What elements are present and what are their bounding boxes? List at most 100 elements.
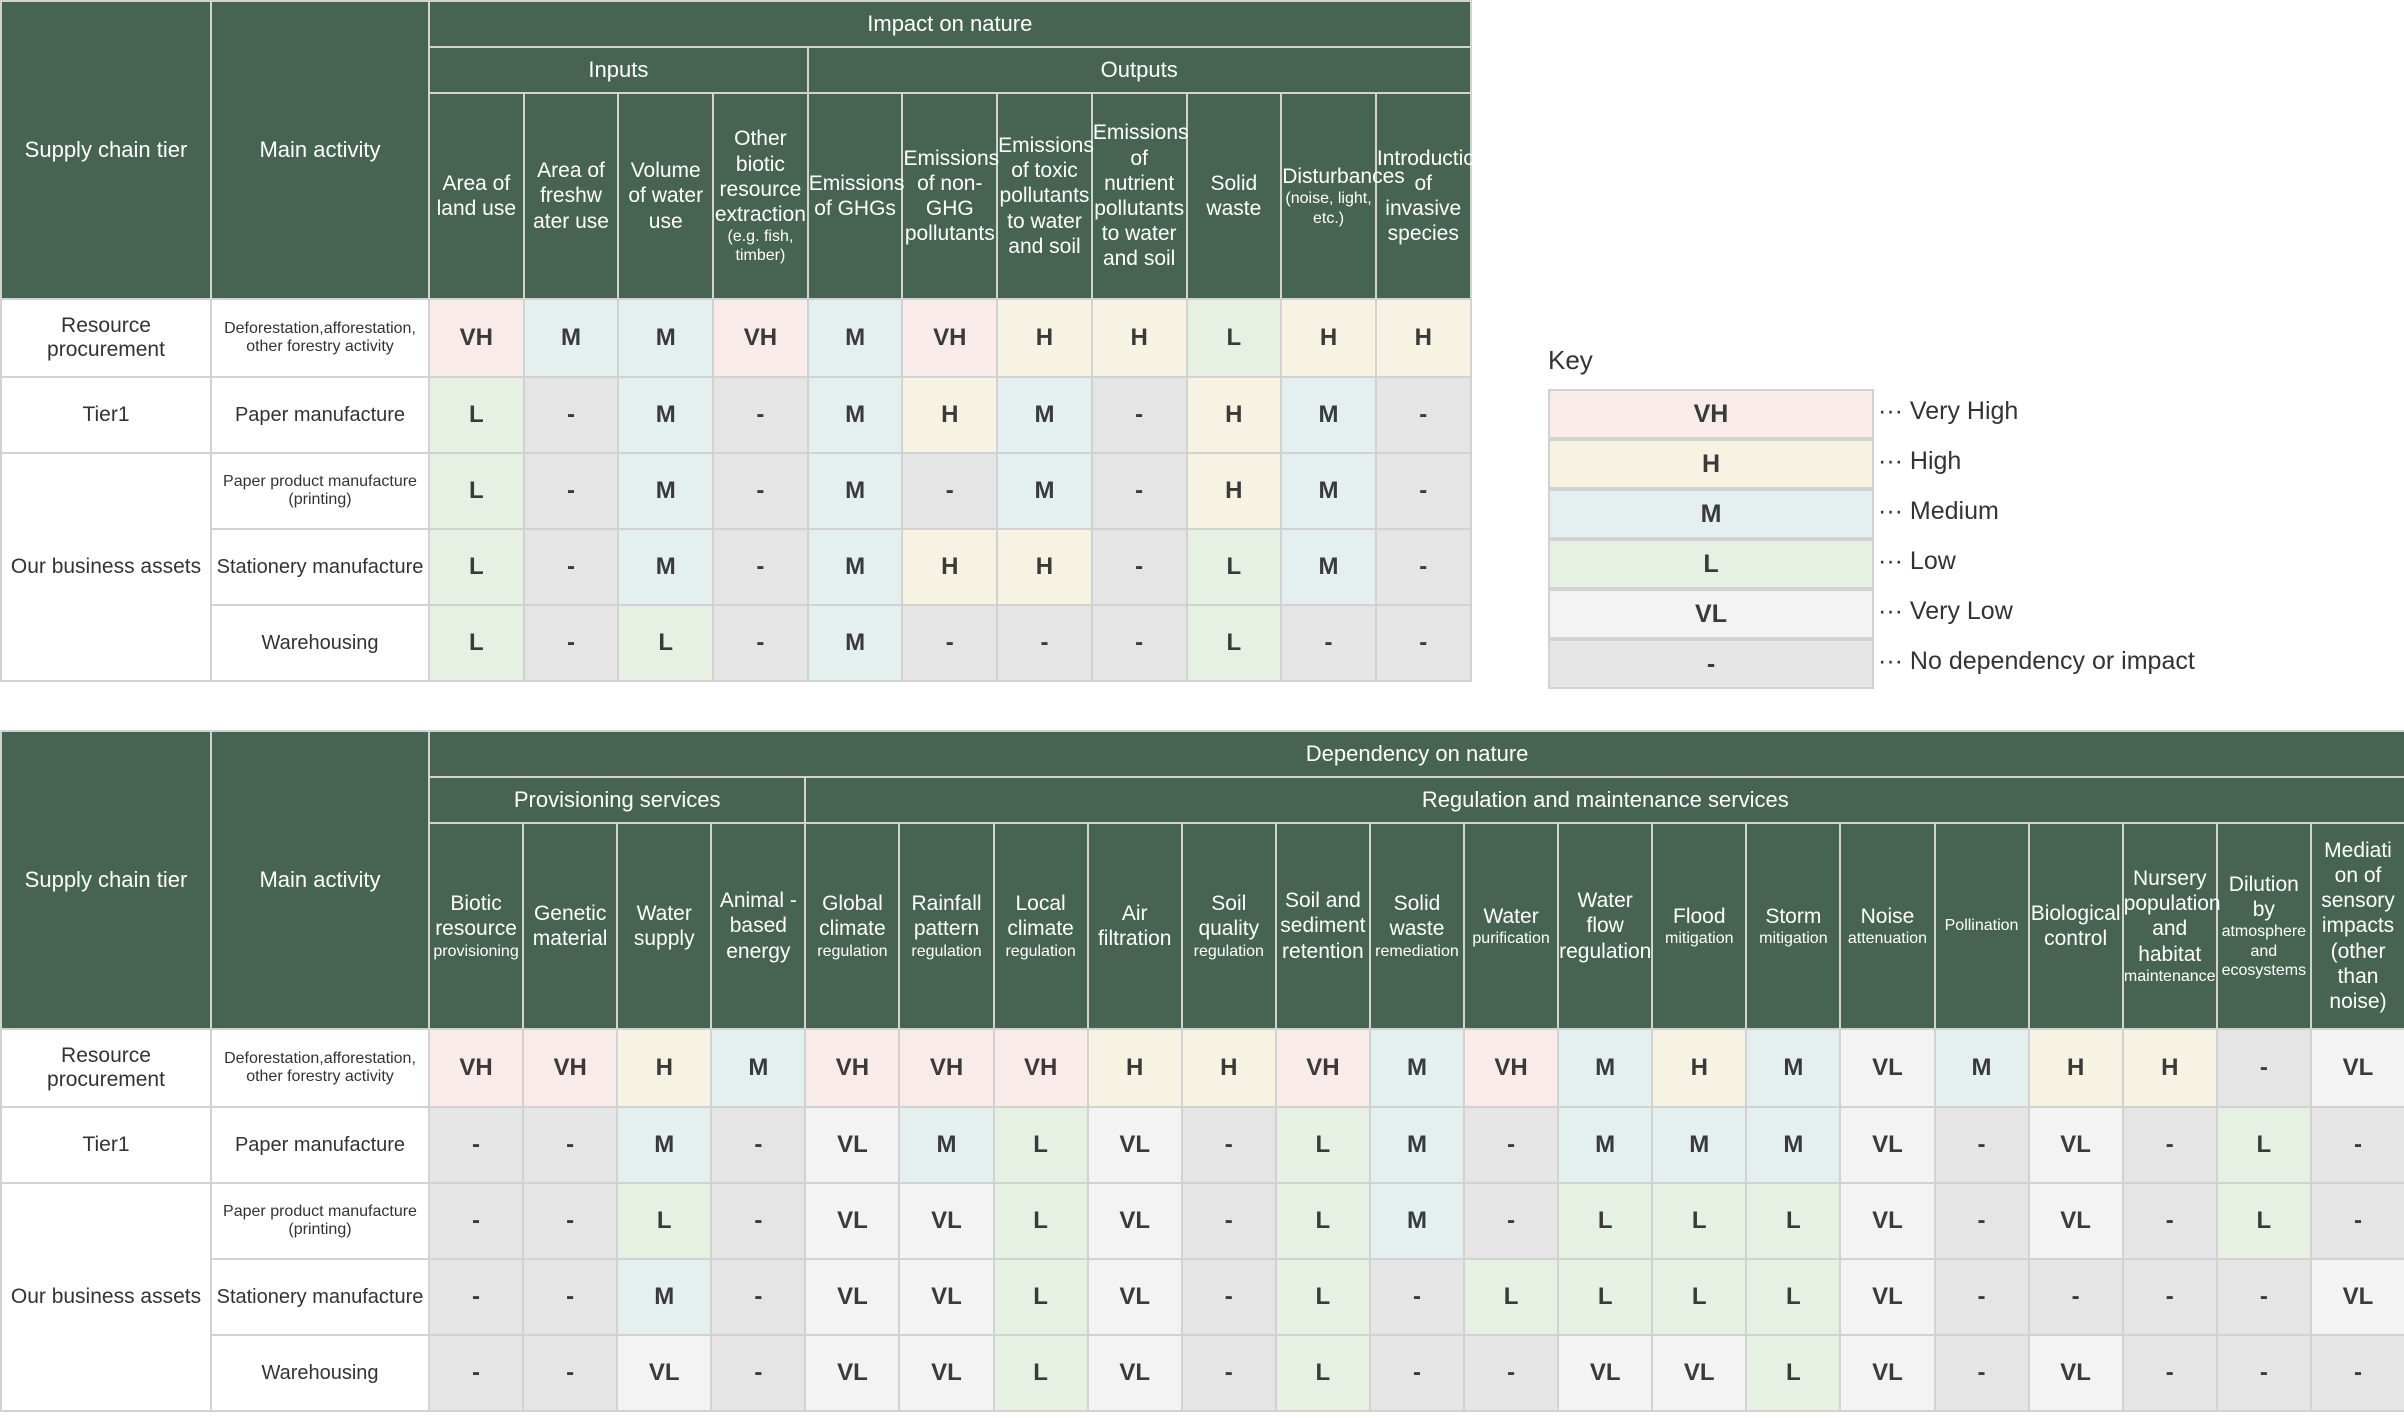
column-sublabel: remediation	[1375, 942, 1459, 960]
rating-cell: L	[1185, 604, 1283, 682]
dependency-column-header: Noise attenuation	[1839, 822, 1936, 1030]
dependency-column-header: Dilution by atmosphere and ecosystems	[2215, 822, 2312, 1030]
rating-cell: -	[710, 1106, 807, 1184]
rating-cell: L	[992, 1258, 1089, 1336]
rating-cell: L	[617, 604, 715, 682]
rating-cell: -	[2215, 1028, 2312, 1108]
rating-cell: M	[617, 528, 715, 606]
rating-cell: -	[1933, 1258, 2030, 1336]
rating-cell: H	[1185, 376, 1283, 454]
rating-cell: -	[2215, 1258, 2312, 1336]
rating-cell: -	[522, 1106, 619, 1184]
rating-cell: -	[2121, 1334, 2218, 1412]
table-row: Tier1 Paper manufacture L - M - M H M - H M -	[0, 376, 1472, 454]
rating-cell: L	[1463, 1258, 1560, 1336]
rating-cell: -	[522, 1334, 619, 1412]
main-activity-header: Main activity	[210, 0, 430, 300]
impact-column-header: Solid waste	[1185, 92, 1283, 300]
column-label: Water	[1483, 904, 1539, 928]
rating-cell: L	[2215, 1182, 2312, 1260]
dependency-column-header: Storm mitigation	[1745, 822, 1842, 1030]
rating-cell: VL	[1839, 1334, 1936, 1412]
rating-cell: L	[428, 452, 525, 530]
rating-cell: -	[712, 604, 809, 682]
impact-table: Supply chain tier Main activity Impact o…	[0, 0, 1487, 682]
rating-cell: -	[2121, 1106, 2218, 1184]
rating-cell: -	[427, 1334, 525, 1412]
column-sublabel: regulation	[911, 942, 982, 960]
column-label: Solid waste	[1389, 892, 1445, 941]
dependency-column-header: Mediati on of sensory impacts (other tha…	[2309, 822, 2404, 1030]
supply-chain-tier-cell: Tier1	[0, 376, 212, 454]
column-label: Genetic material	[532, 901, 608, 950]
rating-cell: VH	[522, 1028, 619, 1108]
column-label: Volume of water use	[628, 159, 704, 233]
dependency-column-header: Flood mitigation	[1651, 822, 1748, 1030]
main-activity-cell: Stationery manufacture	[210, 1258, 430, 1336]
rating-cell: L	[1745, 1334, 1842, 1412]
rating-cell: VL	[1839, 1258, 1936, 1336]
rating-cell: H	[1374, 298, 1472, 378]
column-label: Local climate	[1007, 892, 1074, 941]
dependency-table: Supply chain tier Main activity Dependen…	[0, 730, 2404, 1412]
key-label: ··· Medium	[1878, 497, 1999, 525]
rating-cell: L	[428, 604, 525, 682]
rating-cell: -	[1180, 1106, 1277, 1184]
table-row: Warehousing L - L - M - - - L - -	[1, 604, 1472, 682]
column-sublabel: (noise, light, etc.)	[1285, 190, 1372, 227]
column-label: Nursery population and habitat	[2123, 867, 2221, 966]
table-row: Our business assets Paper product manufac…	[0, 452, 1472, 682]
rating-cell: VL	[898, 1182, 995, 1260]
main-activity-cell: Deforestation,afforestation, other fores…	[210, 1028, 430, 1108]
rating-cell: -	[2309, 1182, 2404, 1260]
rating-cell: VH	[992, 1028, 1089, 1108]
column-sublabel: (e.g. fish, timber)	[727, 228, 794, 265]
supply-chain-tier-cell: Resource procurement	[0, 298, 212, 378]
supply-chain-tier-cell: Our business assets	[0, 452, 212, 682]
rating-cell: L	[1745, 1258, 1842, 1336]
column-label: Soil quality	[1198, 892, 1260, 941]
main-activity-cell: Paper product manufacture (printing)	[210, 452, 430, 530]
main-activity-cell: Warehousing	[210, 604, 430, 682]
key-item: - ··· No dependency or impact	[1548, 639, 2195, 689]
rating-cell: VL	[804, 1258, 901, 1336]
rating-cell: L	[1185, 298, 1283, 378]
supply-chain-tier-cell: Our business assets	[0, 1182, 212, 1412]
rating-cell: M	[1557, 1028, 1654, 1108]
rating-cell: VL	[2309, 1028, 2404, 1108]
rating-cell: M	[617, 452, 715, 530]
impact-title: Impact on nature	[428, 0, 1472, 48]
rating-cell: -	[1463, 1182, 1560, 1260]
rating-cell: VL	[616, 1334, 713, 1412]
rating-cell: -	[2027, 1258, 2124, 1336]
column-label: Air filtration	[1097, 901, 1172, 950]
rating-cell: -	[1090, 452, 1188, 530]
rating-cell: -	[712, 376, 809, 454]
rating-cell: VL	[804, 1106, 901, 1184]
rating-cell: -	[1090, 604, 1188, 682]
rating-cell: VL	[898, 1334, 995, 1412]
column-label: Other biotic resource extraction	[714, 127, 806, 226]
rating-cell: VH	[898, 1028, 995, 1108]
rating-cell: VL	[1839, 1182, 1936, 1260]
rating-cell: -	[1368, 1258, 1466, 1336]
key-swatch: L	[1548, 539, 1874, 589]
rating-cell: VL	[804, 1182, 901, 1260]
key-item: L ··· Low	[1548, 539, 2148, 589]
rating-cell: -	[996, 604, 1093, 682]
column-label: Solid waste	[1206, 171, 1262, 220]
rating-cell: -	[901, 452, 999, 530]
dependency-column-header: Rainfall pattern regulation	[898, 822, 995, 1030]
rating-cell: M	[1280, 528, 1377, 606]
rating-cell: L	[1651, 1182, 1748, 1260]
impact-column-header: Area of land use	[428, 92, 525, 300]
column-label: Global climate	[819, 892, 886, 941]
rating-cell: M	[806, 452, 904, 530]
rating-cell: L	[1745, 1182, 1842, 1260]
column-label: Mediati on of sensory impacts (other tha…	[2321, 838, 2395, 1013]
rating-cell: L	[1651, 1258, 1748, 1336]
rating-cell: VH	[901, 298, 999, 378]
rating-cell: VL	[1651, 1334, 1748, 1412]
key-label: ··· High	[1878, 447, 1962, 475]
rating-cell: M	[1651, 1106, 1748, 1184]
